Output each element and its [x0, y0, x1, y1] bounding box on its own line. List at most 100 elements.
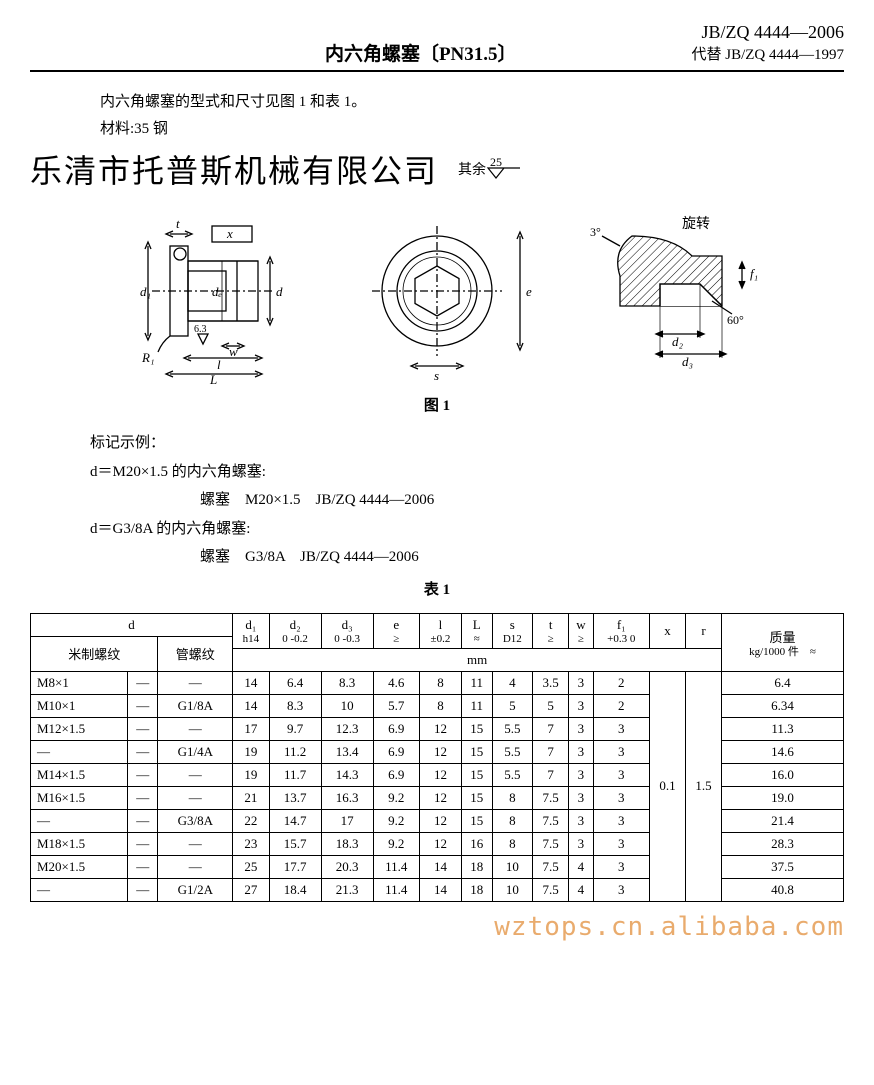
- table-cell: 7.5: [533, 832, 569, 855]
- table-cell: —: [127, 809, 158, 832]
- table-cell: 21.3: [321, 878, 373, 901]
- col-d2: d₂0 -0.2: [269, 613, 321, 648]
- svg-text:60°: 60°: [727, 313, 744, 327]
- standard-number: JB/ZQ 4444—2006: [691, 20, 844, 45]
- svg-text:6.3: 6.3: [194, 324, 207, 335]
- svg-text:旋转: 旋转: [682, 216, 710, 232]
- table-cell: G3/8A: [158, 809, 233, 832]
- table-cell: 20.3: [321, 855, 373, 878]
- table-head: d d₁h14 d₂0 -0.2 d₃0 -0.3 e≥ l±0.2 L≈ sD…: [31, 613, 844, 671]
- table-cell: 5.7: [373, 694, 419, 717]
- svg-text:e: e: [526, 284, 532, 299]
- table-cell: —: [158, 832, 233, 855]
- table-cell: 22: [233, 809, 269, 832]
- company-row: 乐清市托普斯机械有限公司 其余 25: [30, 146, 844, 192]
- table-cell: 4.6: [373, 671, 419, 694]
- table-cell: 10: [492, 878, 533, 901]
- table-cell: 9.2: [373, 809, 419, 832]
- table-cell: M14×1.5: [31, 763, 128, 786]
- cell-mass: 37.5: [722, 855, 844, 878]
- table-cell: 12.3: [321, 717, 373, 740]
- table-cell: 11.7: [269, 763, 321, 786]
- table-cell: 18: [461, 855, 492, 878]
- table-cell: 3: [569, 763, 593, 786]
- table-cell: 18.4: [269, 878, 321, 901]
- table-cell: —: [158, 763, 233, 786]
- table-cell: 6.4: [269, 671, 321, 694]
- table-cell: 3.5: [533, 671, 569, 694]
- table-cell: 21: [233, 786, 269, 809]
- table-cell: 15: [461, 763, 492, 786]
- col-l: l±0.2: [419, 613, 461, 648]
- figure-front-view: e s: [352, 206, 542, 386]
- table-cell: 19: [233, 740, 269, 763]
- table-cell: —: [127, 786, 158, 809]
- table-row: M14×1.5——1911.714.36.912155.573316.0: [31, 763, 844, 786]
- marking-ex1: d＝M20×1.5 的内六角螺塞:: [90, 458, 844, 487]
- table-cell: 2: [593, 694, 649, 717]
- table-row: M18×1.5——2315.718.39.2121687.53328.3: [31, 832, 844, 855]
- table-cell: 8: [419, 671, 461, 694]
- col-d1: d₁h14: [233, 613, 269, 648]
- table-cell: 11.4: [373, 855, 419, 878]
- table-cell: 3: [569, 694, 593, 717]
- table-cell: 18.3: [321, 832, 373, 855]
- table-cell: 8: [492, 809, 533, 832]
- col-w: w≥: [569, 613, 593, 648]
- table-cell: 12: [419, 832, 461, 855]
- svg-text:L: L: [209, 372, 217, 386]
- marking-ex2: d＝G3/8A 的内六角螺塞:: [90, 515, 844, 544]
- table-cell: 12: [419, 809, 461, 832]
- table-cell: —: [127, 832, 158, 855]
- table-cell: M10×1: [31, 694, 128, 717]
- table-cell: 9.7: [269, 717, 321, 740]
- table-cell: 2: [593, 671, 649, 694]
- table-cell: 19: [233, 763, 269, 786]
- table-cell: 14: [233, 671, 269, 694]
- table-cell: 9.2: [373, 832, 419, 855]
- unit-row: mm: [233, 648, 722, 671]
- page-header: 内六角螺塞〔PN31.5〕 JB/ZQ 4444—2006 代替 JB/ZQ 4…: [30, 20, 844, 72]
- table-cell: 3: [593, 763, 649, 786]
- table-cell: —: [127, 878, 158, 901]
- table-cell: 8: [419, 694, 461, 717]
- table-cell: 7: [533, 717, 569, 740]
- table-cell: —: [31, 878, 128, 901]
- col-d: d: [31, 613, 233, 636]
- table-cell: —: [31, 809, 128, 832]
- svg-text:d₂: d₂: [672, 334, 684, 349]
- table-cell: 4: [569, 855, 593, 878]
- table-cell: 14: [419, 855, 461, 878]
- svg-text:dₑ: dₑ: [212, 284, 222, 299]
- table-cell: 4: [492, 671, 533, 694]
- svg-text:x: x: [226, 226, 233, 241]
- table-cell: 12: [419, 786, 461, 809]
- table-cell: —: [127, 671, 158, 694]
- table-cell: 16: [461, 832, 492, 855]
- cell-mass: 21.4: [722, 809, 844, 832]
- table-cell: 7: [533, 763, 569, 786]
- cell-mass: 6.4: [722, 671, 844, 694]
- table-cell: 12: [419, 740, 461, 763]
- table-cell: G1/4A: [158, 740, 233, 763]
- table-cell: M18×1.5: [31, 832, 128, 855]
- table-cell: 3: [593, 855, 649, 878]
- cell-mass: 40.8: [722, 878, 844, 901]
- col-t: t≥: [533, 613, 569, 648]
- table-cell: 10: [321, 694, 373, 717]
- table-cell: 13.7: [269, 786, 321, 809]
- table-cell: 3: [569, 809, 593, 832]
- table-cell: M20×1.5: [31, 855, 128, 878]
- cell-x: 0.1: [649, 671, 685, 901]
- table-cell: 15: [461, 740, 492, 763]
- figure-side-view: d₁ dₑ d t x w l L R₁ 6.3: [92, 206, 322, 386]
- table-cell: —: [127, 717, 158, 740]
- table-cell: 3: [593, 740, 649, 763]
- roughness-label: 其余: [458, 159, 486, 179]
- table-cell: M12×1.5: [31, 717, 128, 740]
- svg-text:w: w: [229, 344, 238, 359]
- page-title: 内六角螺塞〔PN31.5〕: [30, 39, 691, 66]
- supersedes-text: 代替 JB/ZQ 4444—1997: [691, 45, 844, 66]
- table-cell: 8.3: [269, 694, 321, 717]
- figures-row: d₁ dₑ d t x w l L R₁ 6.3 e s: [30, 206, 844, 386]
